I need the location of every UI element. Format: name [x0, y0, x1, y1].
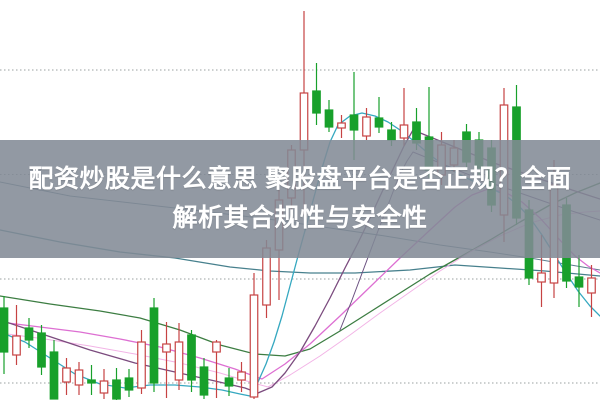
candlestick: [49, 340, 59, 400]
candlestick: [112, 368, 121, 400]
candlestick: [62, 358, 71, 395]
headline-line-2: 解析其合规性与安全性: [172, 204, 428, 232]
candlestick: [362, 108, 371, 140]
candlestick: [399, 88, 409, 146]
candlestick: [162, 322, 171, 398]
headline-line-1: 配资炒股是什么意思 聚股盘平台是否正规？全面: [28, 165, 572, 193]
candlestick: [74, 362, 84, 395]
candlestick: [224, 368, 234, 396]
candlestick: [37, 325, 46, 375]
headline-banner: 配资炒股是什么意思 聚股盘平台是否正规？全面 解析其合规性与安全性: [0, 140, 600, 258]
candlestick: [324, 100, 334, 132]
candlestick: [149, 298, 159, 392]
candlestick: [174, 323, 184, 390]
candlestick: [337, 115, 346, 138]
candlestick: [199, 358, 209, 399]
candlestick: [574, 255, 584, 307]
candlestick: [0, 296, 9, 374]
candlestick: [137, 330, 146, 394]
candlestick: [212, 340, 221, 398]
candlestick: [312, 63, 321, 125]
candlestick: [249, 273, 259, 399]
candlestick: [374, 97, 384, 133]
candlestick: [124, 369, 134, 397]
candlestick: [12, 305, 21, 365]
candlestick: [587, 265, 596, 317]
candlestick: [99, 369, 109, 399]
candlestick: [187, 330, 196, 392]
candlestick: [24, 318, 34, 348]
candlestick: [237, 362, 246, 392]
candlestick: [87, 365, 96, 395]
